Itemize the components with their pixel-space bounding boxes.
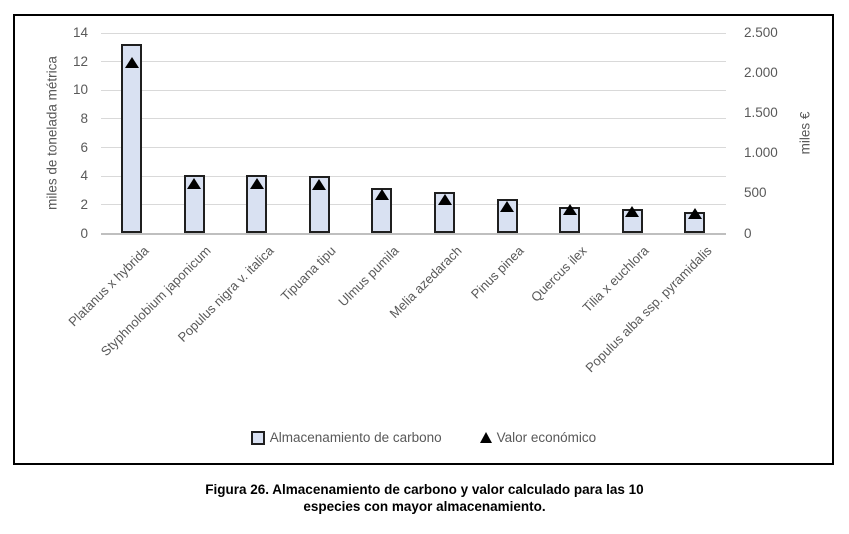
bar-swatch-icon bbox=[250, 430, 265, 445]
caption-line-2: especies con mayor almacenamiento. bbox=[303, 499, 546, 514]
right-axis-title: miles € bbox=[797, 111, 813, 155]
legend-item-economic-value: Valor económico bbox=[479, 430, 597, 445]
legend-label-carbon: Almacenamiento de carbono bbox=[269, 430, 442, 445]
caption-line-1: Figura 26. Almacenamiento de carbono y v… bbox=[205, 482, 644, 497]
legend-item-carbon: Almacenamiento de carbono bbox=[250, 430, 442, 445]
legend-label-economic-value: Valor económico bbox=[496, 430, 597, 445]
chart-frame bbox=[13, 14, 834, 465]
figure-caption: Figura 26. Almacenamiento de carbono y v… bbox=[0, 481, 849, 515]
triangle-marker-icon bbox=[479, 432, 492, 443]
chart-legend: Almacenamiento de carbono Valor económic… bbox=[13, 430, 834, 445]
left-axis-title: miles de tonelada métrica bbox=[44, 56, 60, 210]
